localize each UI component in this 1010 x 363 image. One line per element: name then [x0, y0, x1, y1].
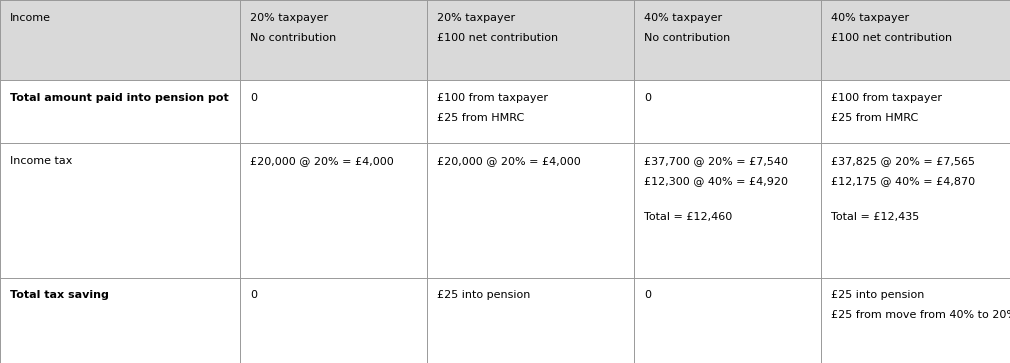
Text: Total = £12,435: Total = £12,435: [831, 212, 919, 222]
Text: £20,000 @ 20% = £4,000: £20,000 @ 20% = £4,000: [437, 156, 581, 166]
Text: £12,300 @ 40% = £4,920: £12,300 @ 40% = £4,920: [644, 176, 789, 186]
Text: Total amount paid into pension pot: Total amount paid into pension pot: [10, 93, 229, 103]
Text: £100 net contribution: £100 net contribution: [831, 33, 952, 43]
Text: £25 into pension: £25 into pension: [831, 290, 924, 301]
Text: £37,700 @ 20% = £7,540: £37,700 @ 20% = £7,540: [644, 156, 789, 166]
Bar: [0, 0, 1010, 80]
Text: No contribution: No contribution: [644, 33, 730, 43]
Text: 40% taxpayer: 40% taxpayer: [644, 13, 722, 23]
Text: Income tax: Income tax: [10, 156, 73, 166]
Text: £100 net contribution: £100 net contribution: [437, 33, 559, 43]
Text: £25 from HMRC: £25 from HMRC: [831, 113, 918, 123]
Text: No contribution: No contribution: [250, 33, 336, 43]
Text: 20% taxpayer: 20% taxpayer: [250, 13, 328, 23]
Text: £20,000 @ 20% = £4,000: £20,000 @ 20% = £4,000: [250, 156, 394, 166]
Text: £37,825 @ 20% = £7,565: £37,825 @ 20% = £7,565: [831, 156, 976, 166]
Text: Income: Income: [10, 13, 52, 23]
Text: 0: 0: [644, 290, 651, 301]
Text: £25 into pension: £25 into pension: [437, 290, 530, 301]
Text: £12,175 @ 40% = £4,870: £12,175 @ 40% = £4,870: [831, 176, 976, 186]
Text: £25 from HMRC: £25 from HMRC: [437, 113, 524, 123]
Text: £100 from taxpayer: £100 from taxpayer: [437, 93, 548, 103]
Text: Total = £12,460: Total = £12,460: [644, 212, 732, 222]
Text: 40% taxpayer: 40% taxpayer: [831, 13, 909, 23]
Text: 0: 0: [644, 93, 651, 103]
Text: Total tax saving: Total tax saving: [10, 290, 109, 301]
Text: 0: 0: [250, 93, 258, 103]
Text: £25 from move from 40% to 20%: £25 from move from 40% to 20%: [831, 310, 1010, 321]
Text: 0: 0: [250, 290, 258, 301]
Text: 20% taxpayer: 20% taxpayer: [437, 13, 515, 23]
Text: £100 from taxpayer: £100 from taxpayer: [831, 93, 942, 103]
